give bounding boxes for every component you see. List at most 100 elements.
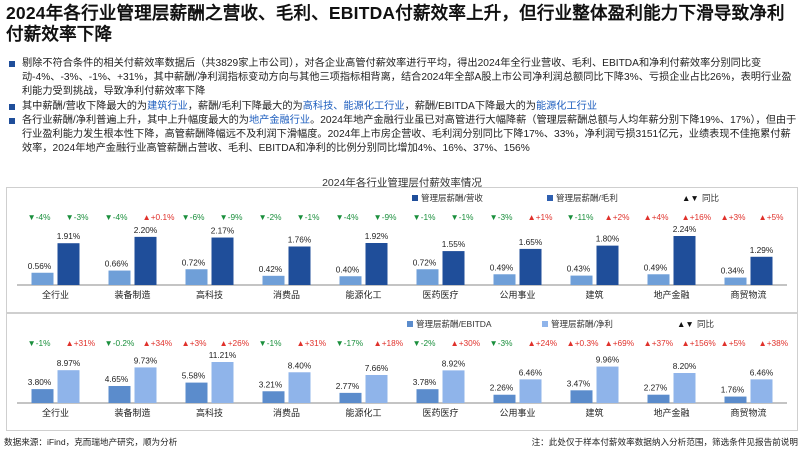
bar-series-a bbox=[31, 272, 54, 285]
category-label: 能源化工 bbox=[345, 289, 381, 300]
bar-series-b bbox=[365, 374, 388, 403]
yoy-label-b: ▲+30% bbox=[451, 338, 481, 348]
data-label-a: 0.49% bbox=[644, 262, 668, 272]
chart-legend: 管理层薪酬/EBITDA 管理层薪酬/净利 ▲▼ 同比 bbox=[407, 319, 714, 329]
data-label-a: 0.43% bbox=[567, 264, 591, 274]
category-group: ▼-11% ▲+2% 0.43% 1.80% 建筑 bbox=[567, 212, 631, 300]
yoy-label-b: ▼-9% bbox=[220, 212, 244, 222]
data-label-b: 9.96% bbox=[596, 355, 620, 365]
yoy-label-a: ▼-4% bbox=[336, 212, 360, 222]
data-label-a: 2.27% bbox=[644, 383, 668, 393]
bar-series-b bbox=[673, 236, 696, 285]
highlight-text: 高科技、能源化工行业 bbox=[302, 100, 405, 112]
data-label-a: 3.78% bbox=[413, 377, 437, 387]
bar-series-a bbox=[262, 275, 285, 285]
category-label: 装备制造 bbox=[114, 289, 150, 300]
data-label-a: 4.65% bbox=[105, 374, 129, 384]
bar-series-b bbox=[596, 366, 619, 403]
data-label-a: 3.21% bbox=[259, 379, 283, 389]
yoy-label-b: ▼-1% bbox=[297, 212, 321, 222]
bullet-text: 剔除不符合条件的相关付薪效率数据后（共3829家上市公司），对各企业高管付薪效率… bbox=[22, 58, 792, 98]
legend-swatch-b bbox=[547, 195, 553, 201]
data-label-b: 1.91% bbox=[57, 231, 81, 241]
yoy-label-a: ▼-1% bbox=[413, 212, 437, 222]
page-title: 2024年各行业管理层薪酬之营收、毛利、EBITDA付薪效率上升，但行业整体盈利… bbox=[6, 3, 785, 44]
data-label-b: 6.46% bbox=[750, 367, 774, 377]
yoy-label-a: ▲+5% bbox=[721, 338, 747, 348]
bullet-text: 。2024年地产金融行业虽已对高管进行大幅降薪（管理层薪酬总额与人均年薪分别下降… bbox=[22, 114, 797, 155]
data-label-b: 1.80% bbox=[596, 234, 620, 244]
yoy-label-b: ▲+31% bbox=[297, 338, 327, 348]
bar-series-a bbox=[262, 391, 285, 403]
category-group: ▼-1% ▼-1% 0.72% 1.55% 医药医疗 bbox=[413, 212, 475, 300]
bullet-item: 剔除不符合条件的相关付薪效率数据后（共3829家上市公司），对各企业高管付薪效率… bbox=[8, 57, 798, 100]
category-label: 医药医疗 bbox=[422, 289, 458, 300]
category-label: 高科技 bbox=[196, 289, 223, 300]
yoy-label-b: ▲+26% bbox=[220, 338, 250, 348]
data-label-b: 2.24% bbox=[673, 224, 697, 234]
data-label-b: 7.66% bbox=[365, 363, 389, 373]
yoy-label-b: ▲+31% bbox=[66, 338, 96, 348]
data-label-a: 2.77% bbox=[336, 381, 360, 391]
bar-series-b bbox=[211, 237, 234, 285]
data-label-a: 0.72% bbox=[182, 257, 206, 267]
legend-swatch-b bbox=[542, 321, 548, 327]
category-label: 公用事业 bbox=[499, 289, 535, 300]
bar-series-a bbox=[570, 390, 593, 403]
data-label-a: 0.40% bbox=[336, 264, 360, 274]
category-group: ▼-3% ▲+1% 0.49% 1.65% 公用事业 bbox=[490, 212, 554, 300]
bar-series-a bbox=[724, 396, 747, 403]
bar-series-a bbox=[493, 394, 516, 403]
category-group: ▼-4% ▲+0.1% 0.66% 2.20% 装备制造 bbox=[105, 212, 176, 300]
yoy-label-b: ▲+156% bbox=[682, 338, 717, 348]
bar-series-a bbox=[339, 392, 362, 403]
data-label-a: 0.34% bbox=[721, 266, 745, 276]
yoy-label-a: ▲+0.3% bbox=[567, 338, 600, 348]
bullet-square-icon bbox=[9, 103, 15, 110]
yoy-label-b: ▼-3% bbox=[66, 212, 90, 222]
bullet-item: 各行业薪酬/净利普遍上升，其中上升幅度最大的为地产金融行业。2024年地产金融行… bbox=[8, 114, 798, 157]
bar-series-a bbox=[647, 394, 670, 403]
yoy-label-b: ▲+0.1% bbox=[143, 212, 176, 222]
bullet-square-icon bbox=[9, 61, 15, 67]
category-label: 医药医疗 bbox=[422, 407, 458, 418]
yoy-label-b: ▼-1% bbox=[451, 212, 475, 222]
yoy-label-a: ▼-2% bbox=[259, 212, 283, 222]
legend-label-b: 管理层薪酬/毛利 bbox=[556, 193, 618, 203]
data-label-b: 1.76% bbox=[288, 235, 312, 245]
yoy-label-a: ▼-4% bbox=[105, 212, 129, 222]
bullet-list: 剔除不符合条件的相关付薪效率数据后（共3829家上市公司），对各企业高管付薪效率… bbox=[8, 57, 798, 156]
yoy-label-b: ▲+1% bbox=[528, 212, 554, 222]
source-note: 数据来源：iFind，克而瑞地产研究，顺为分析 bbox=[4, 437, 178, 447]
category-label: 装备制造 bbox=[114, 407, 150, 418]
bar-series-b bbox=[211, 362, 234, 403]
yoy-label-a: ▼-2% bbox=[413, 338, 437, 348]
yoy-label-a: ▼-11% bbox=[567, 212, 595, 222]
data-label-b: 1.29% bbox=[750, 245, 774, 255]
chart-legend: 管理层薪酬/营收 管理层薪酬/毛利 ▲▼ 同比 bbox=[412, 193, 719, 203]
yoy-label-b: ▲+2% bbox=[605, 212, 631, 222]
chart-title: 2024年各行业管理层付薪效率情况 bbox=[322, 177, 482, 189]
data-label-b: 1.92% bbox=[365, 231, 389, 241]
bar-series-b bbox=[288, 372, 311, 403]
yoy-label-b: ▲+38% bbox=[759, 338, 789, 348]
chart-panel-ebitda-net: 管理层薪酬/EBITDA 管理层薪酬/净利 ▲▼ 同比 ▼-1% ▲+31% 3.80% 8.… bbox=[6, 313, 798, 431]
legend-label-a: 管理层薪酬/EBITDA bbox=[416, 319, 492, 329]
category-group: ▲+3% ▲+26% 5.58% 11.21% 高科技 bbox=[182, 338, 250, 418]
category-group: ▲+0.3% ▲+69% 3.47% 9.96% 建筑 bbox=[567, 338, 635, 418]
yoy-label-a: ▼-6% bbox=[182, 212, 206, 222]
bar-series-b bbox=[57, 243, 80, 285]
category-label: 消费品 bbox=[273, 407, 300, 418]
bar-series-b bbox=[442, 251, 465, 285]
bar-series-b bbox=[57, 370, 80, 403]
data-label-a: 0.42% bbox=[259, 264, 283, 274]
category-group: ▼-4% ▼-9% 0.40% 1.92% 能源化工 bbox=[336, 212, 398, 300]
data-label-a: 0.49% bbox=[490, 262, 514, 272]
category-group: ▲+4% ▲+16% 0.49% 2.24% 地产金融 bbox=[644, 212, 712, 300]
data-label-b: 2.17% bbox=[211, 226, 235, 236]
bar-series-a bbox=[647, 274, 670, 285]
footnote: 注：此处仅于样本付薪效率数据纳入分析范围，筛选条件见报告前说明 bbox=[531, 437, 798, 447]
legend-label-a: 管理层薪酬/营收 bbox=[421, 193, 483, 203]
bar-series-a bbox=[493, 274, 516, 285]
yoy-label-a: ▼-0.2% bbox=[105, 338, 136, 348]
